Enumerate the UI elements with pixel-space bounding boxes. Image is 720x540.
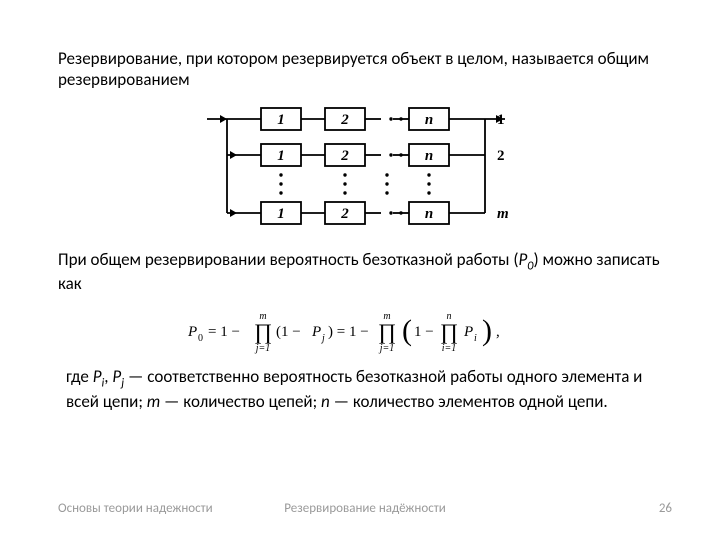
- svg-text:,: ,: [496, 324, 500, 340]
- svg-text:(1 −: (1 −: [276, 324, 301, 340]
- reservation-diagram: 1 2 n 1 1 2 n 2 1 2 n m: [58, 101, 662, 243]
- para-intro: Резервирование, при котором резервируетс…: [58, 48, 662, 91]
- svg-text:0: 0: [198, 333, 203, 344]
- svg-text:P: P: [311, 324, 321, 340]
- svg-text:= 1 −: = 1 −: [208, 324, 240, 340]
- svg-text:n: n: [425, 148, 433, 164]
- para-where: где Pi, Pj — соответственно вероятность …: [58, 366, 662, 412]
- svg-text:(: (: [402, 314, 412, 347]
- svg-text:∏: ∏: [378, 319, 396, 344]
- footer-right: 26: [467, 501, 672, 516]
- svg-text:n: n: [447, 311, 452, 322]
- footer: Основы теории надежности Резервирование …: [58, 501, 672, 516]
- footer-left: Основы теории надежности: [58, 501, 263, 516]
- svg-text:2: 2: [497, 148, 505, 164]
- svg-text:2: 2: [340, 206, 349, 222]
- svg-text:1: 1: [277, 206, 285, 222]
- svg-text:1 −: 1 −: [414, 324, 434, 340]
- svg-text:∏: ∏: [254, 319, 272, 344]
- svg-text:) = 1 −: ) = 1 −: [328, 324, 369, 340]
- svg-text:m: m: [497, 206, 509, 222]
- svg-text:P: P: [187, 324, 197, 340]
- svg-text:P: P: [463, 324, 473, 340]
- footer-center: Резервирование надёжности: [263, 501, 468, 516]
- para-prob: При общем резервировании вероятность без…: [58, 249, 662, 295]
- svg-text:m: m: [259, 311, 266, 322]
- svg-text:j=1: j=1: [378, 343, 395, 354]
- svg-text:1: 1: [277, 112, 285, 128]
- svg-text:2: 2: [340, 112, 349, 128]
- svg-text:∏: ∏: [440, 319, 458, 344]
- svg-text:1: 1: [277, 148, 285, 164]
- para2-a: При общем резервировании вероятность без…: [58, 249, 518, 270]
- svg-text:1: 1: [497, 112, 505, 128]
- svg-text:i=1: i=1: [442, 343, 457, 354]
- svg-text:): ): [482, 314, 492, 347]
- formula: P0 = 1 − ∏mj=1(1 − Pj) = 1 − ∏mj=1(1 − ∏…: [58, 304, 662, 356]
- p0-sym: P0: [518, 249, 533, 270]
- svg-text:m: m: [383, 311, 390, 322]
- svg-text:i: i: [474, 333, 477, 344]
- svg-text:2: 2: [340, 148, 349, 164]
- svg-text:n: n: [425, 112, 433, 128]
- svg-text:j=1: j=1: [254, 343, 271, 354]
- svg-text:n: n: [425, 206, 433, 222]
